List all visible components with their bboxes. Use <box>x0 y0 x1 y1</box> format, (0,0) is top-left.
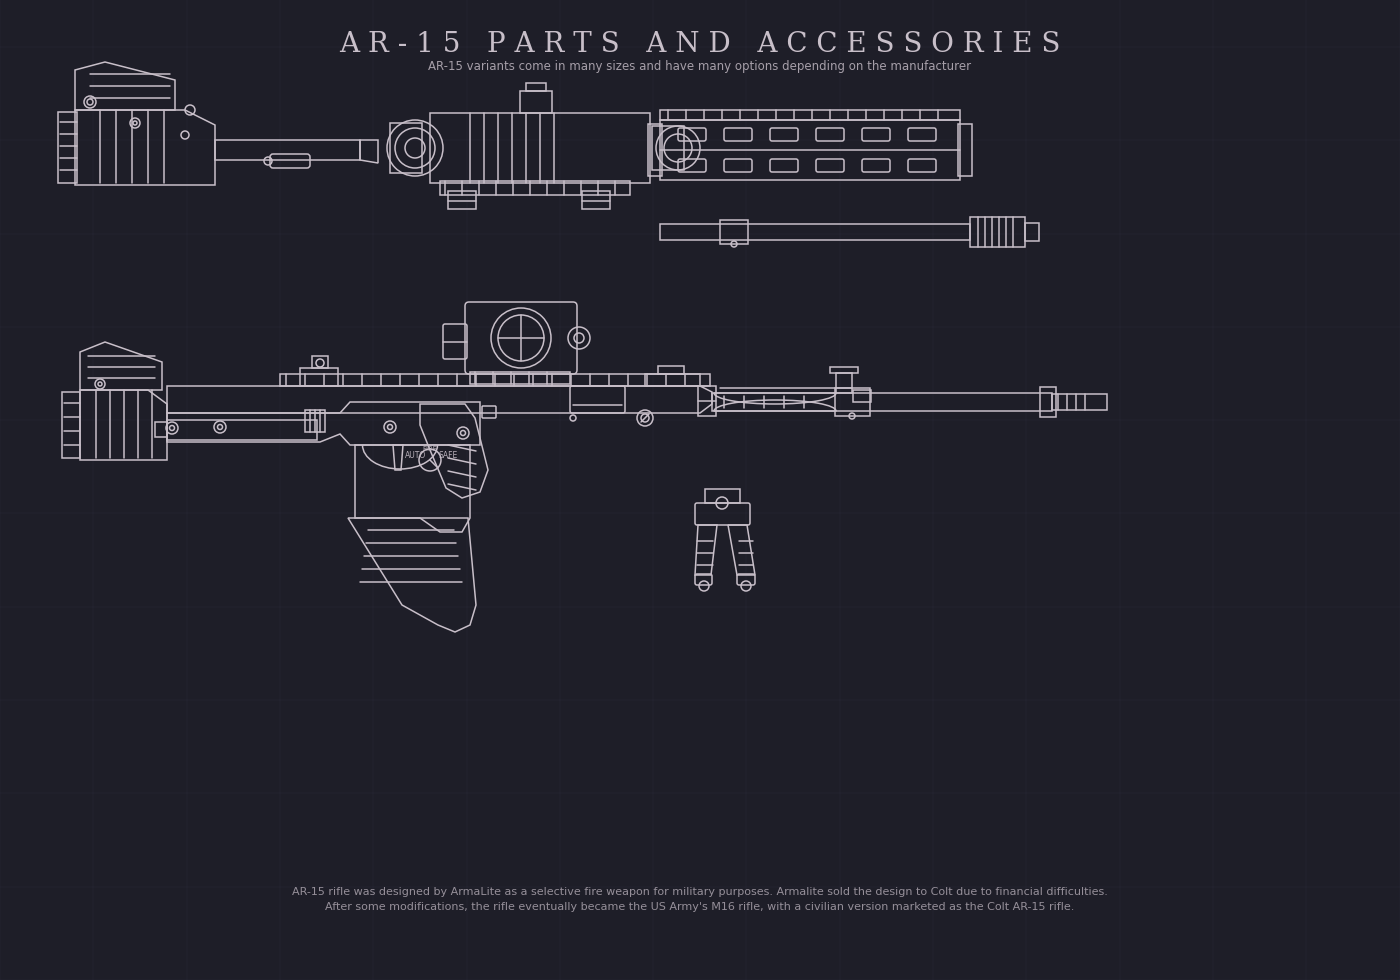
Bar <box>312 356 328 368</box>
Bar <box>440 181 630 195</box>
Text: SAFE: SAFE <box>438 452 458 461</box>
Bar <box>659 224 970 240</box>
Bar <box>713 393 1051 411</box>
Text: AR-15 rifle was designed by ArmaLite as a selective fire weapon for military pur: AR-15 rifle was designed by ArmaLite as … <box>293 887 1107 897</box>
Bar <box>830 367 858 373</box>
Bar <box>648 124 662 176</box>
Bar <box>300 368 337 386</box>
Text: FIRE: FIRE <box>423 446 438 452</box>
Bar <box>430 113 650 183</box>
Bar <box>1040 387 1056 417</box>
Text: A R - 1 5   P A R T S   A N D   A C C E S S O R I E S: A R - 1 5 P A R T S A N D A C C E S S O … <box>339 31 1061 59</box>
Bar <box>519 91 552 113</box>
Bar <box>706 489 741 503</box>
Bar <box>652 126 685 170</box>
Bar <box>391 123 421 173</box>
Text: After some modifications, the rifle eventually became the US Army's M16 rifle, w: After some modifications, the rifle even… <box>325 902 1075 912</box>
Bar <box>834 388 869 416</box>
Bar <box>659 120 960 180</box>
Bar <box>720 220 748 244</box>
Bar <box>958 124 972 176</box>
Bar <box>699 386 715 416</box>
Bar <box>167 420 316 440</box>
Bar <box>582 191 610 209</box>
Bar <box>216 140 360 160</box>
Text: AUTO: AUTO <box>406 452 427 461</box>
Bar <box>1025 223 1039 241</box>
Bar <box>470 372 570 384</box>
Bar <box>448 191 476 209</box>
Bar <box>970 217 1025 247</box>
Bar <box>645 374 700 386</box>
Bar <box>658 366 685 374</box>
Bar <box>526 83 546 91</box>
Text: AR-15 variants come in many sizes and have many options depending on the manufac: AR-15 variants come in many sizes and ha… <box>428 61 972 74</box>
Bar <box>1051 394 1107 410</box>
Bar <box>853 390 871 402</box>
Bar <box>280 374 710 386</box>
Bar <box>305 410 325 432</box>
Bar <box>659 110 960 120</box>
Bar <box>836 373 853 393</box>
